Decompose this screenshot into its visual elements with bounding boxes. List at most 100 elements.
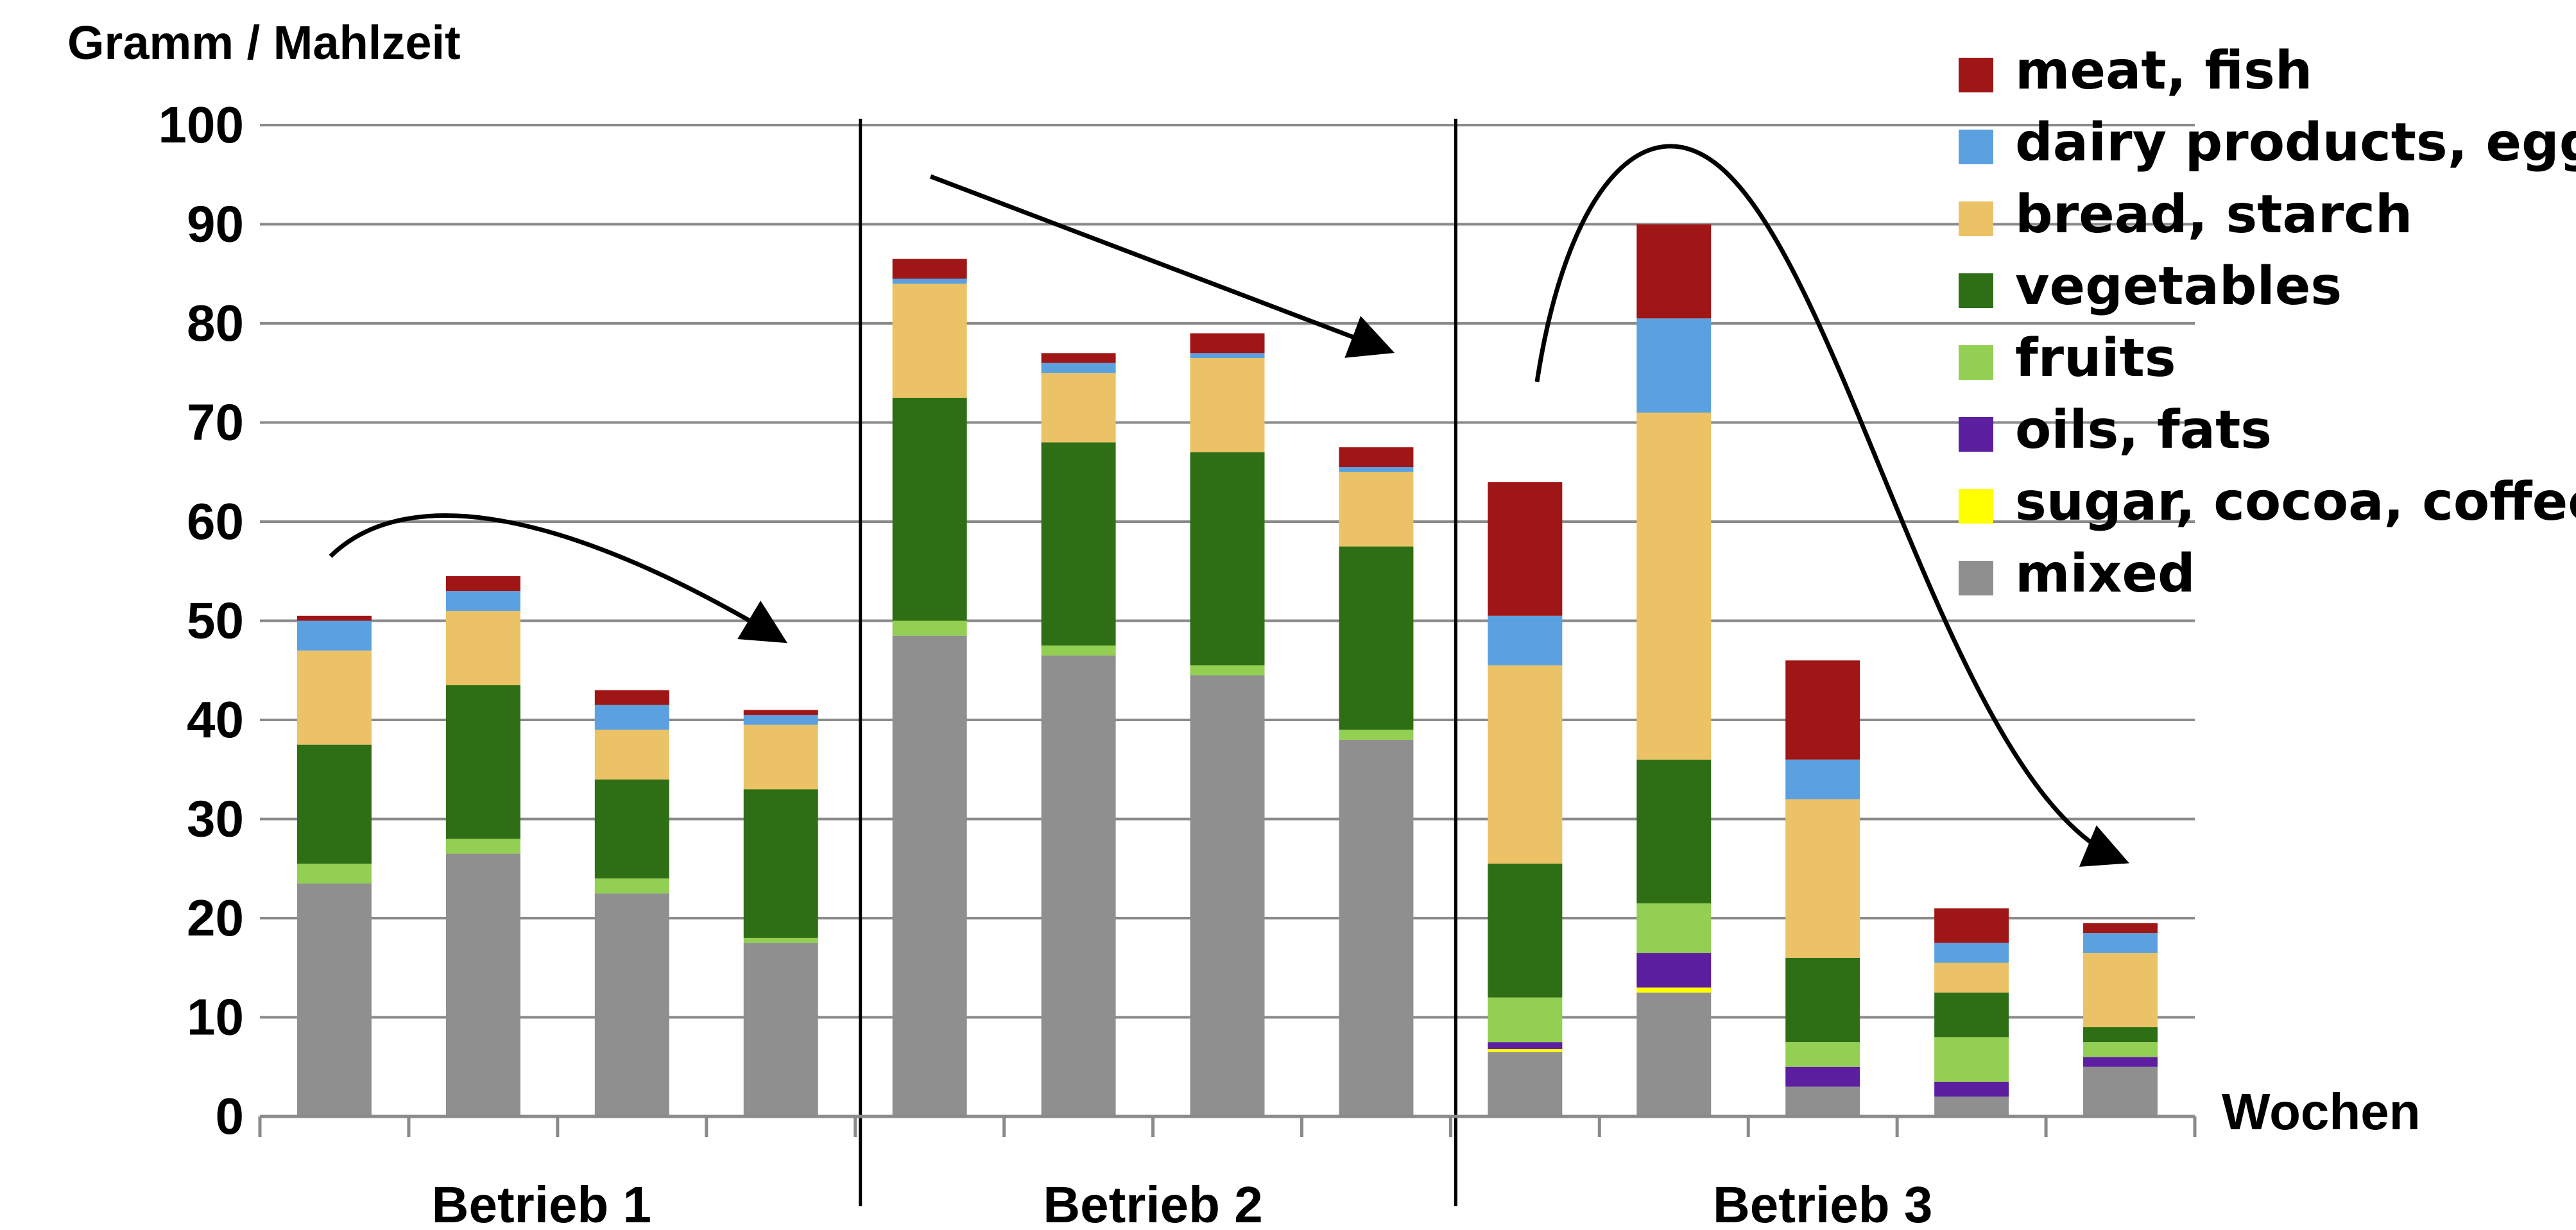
trend-arrows: [329, 144, 2129, 867]
bar-segment-dairy-products-eggs: [594, 705, 669, 730]
bar-segment-vegetables: [1041, 442, 1116, 646]
y-tick-label: 10: [187, 989, 244, 1046]
legend-swatch: [1959, 417, 1993, 452]
bar-segment-bread-starch: [743, 724, 818, 790]
bar-segment-oils-fats: [1636, 953, 1712, 988]
legend-swatch: [1959, 561, 1993, 595]
axes: 0 10 20 30 40 50 60 70 80 90 100 Betrieb 1 Betrieb 2…: [159, 96, 2197, 1230]
bar-segment-bread-starch: [1190, 358, 1265, 452]
bar-segment-bread-starch: [1339, 472, 1414, 547]
y-tick-label: 90: [187, 196, 244, 253]
bar-segment-dairy-products-eggs: [1934, 943, 2009, 963]
bar-segment-bread-starch: [1785, 799, 1860, 958]
bar-segment-fruits: [1488, 997, 1563, 1043]
bar-segment-meat-fish: [892, 259, 967, 279]
bar-segment-meat-fish: [296, 615, 372, 621]
y-tick-label: 60: [187, 493, 244, 550]
bar-segment-fruits: [1785, 1042, 1860, 1067]
bar-segment-meat-fish: [1636, 224, 1712, 319]
trend-arrow-betrieb-3: [1534, 144, 2129, 867]
bar-segment-dairy-products-eggs: [1785, 759, 1860, 799]
legend-swatch: [1959, 201, 1993, 236]
legend-label: sugar, cocoa, coffee: [2015, 472, 2576, 533]
legend-label: mixed: [2015, 543, 2195, 604]
bar-segment-mixed: [1339, 739, 1414, 1116]
trend-arrow-betrieb-2: [929, 174, 1395, 358]
bar-segment-vegetables: [1339, 546, 1414, 730]
bar-segment-mixed: [445, 853, 520, 1116]
bar-segment-mixed: [1636, 992, 1712, 1116]
bar-segment-mixed: [1934, 1097, 2009, 1116]
bar-segment-meat-fish: [594, 690, 669, 705]
bar-segment-meat-fish: [743, 710, 818, 715]
bar-segment-fruits: [1041, 645, 1116, 656]
legend-label: vegetables: [2015, 256, 2342, 317]
bar-segment-vegetables: [1934, 992, 2009, 1038]
bar-segment-bread-starch: [296, 650, 372, 745]
x-axis-label: Wochen: [2222, 1083, 2421, 1140]
group-label: Betrieb 1: [432, 1176, 651, 1230]
bar-segment-dairy-products-eggs: [1339, 467, 1414, 472]
bar-segment-dairy-products-eggs: [892, 278, 967, 284]
y-tick-label: 70: [187, 394, 244, 451]
y-tick-label: 40: [187, 691, 244, 748]
bar-segment-meat-fish: [1488, 482, 1563, 616]
bar-segment-mixed: [594, 893, 669, 1116]
bar-segment-vegetables: [445, 685, 520, 839]
group-label: Betrieb 2: [1043, 1176, 1262, 1230]
bar-segment-oils-fats: [1488, 1042, 1563, 1049]
bar-segment-meat-fish: [1041, 353, 1116, 363]
bar-segment-fruits: [1190, 665, 1265, 676]
bar-segment-sugar-cocoa-coffee: [1636, 987, 1712, 993]
bar-segment-vegetables: [594, 779, 669, 879]
bar-segment-fruits: [743, 937, 818, 943]
bar-segment-meat-fish: [445, 576, 520, 592]
bar-segment-fruits: [594, 878, 669, 894]
bar-segment-dairy-products-eggs: [1041, 363, 1116, 373]
bar-segment-bread-starch: [1041, 373, 1116, 443]
bar-segment-mixed: [1785, 1086, 1860, 1116]
y-tick-label: 80: [187, 295, 244, 352]
y-tick-label: 0: [216, 1088, 245, 1145]
bar-segment-meat-fish: [1785, 660, 1860, 760]
bar-segment-fruits: [892, 620, 967, 636]
bar-segment-bread-starch: [892, 284, 967, 398]
group-separators: [859, 119, 1457, 1206]
legend-label: dairy products, eggs: [2015, 112, 2576, 173]
bar-segment-fruits: [2083, 1042, 2158, 1057]
bar-segment-vegetables: [1636, 759, 1712, 903]
bar-segment-mixed: [2083, 1066, 2158, 1116]
legend-swatch: [1959, 273, 1993, 308]
trend-arrow-betrieb-1: [329, 513, 787, 644]
bar-segment-fruits: [1636, 903, 1712, 953]
bar-segment-fruits: [296, 864, 372, 884]
bar-segment-fruits: [445, 839, 520, 854]
bar-segment-vegetables: [743, 789, 818, 938]
bar-segment-meat-fish: [2083, 923, 2158, 934]
bar-segment-dairy-products-eggs: [743, 715, 818, 725]
legend: meat, fish dairy products, eggs bread, sta…: [1959, 40, 2576, 604]
bar-segment-vegetables: [296, 744, 372, 864]
bar-segment-dairy-products-eggs: [296, 620, 372, 651]
bar-segment-sugar-cocoa-coffee: [1488, 1048, 1563, 1052]
legend-swatch: [1959, 58, 1993, 92]
bar-segment-mixed: [1488, 1052, 1563, 1116]
bar-segment-meat-fish: [1190, 333, 1265, 354]
bar-segment-oils-fats: [2083, 1057, 2158, 1067]
legend-swatch: [1959, 130, 1993, 164]
bars: [296, 224, 2158, 1116]
legend-label: bread, starch: [2015, 184, 2412, 245]
bar-segment-dairy-products-eggs: [1636, 318, 1712, 413]
legend-label: meat, fish: [2015, 40, 2312, 101]
bar-segment-oils-fats: [1934, 1081, 2009, 1097]
bar-segment-meat-fish: [1934, 908, 2009, 943]
bar-segment-vegetables: [2083, 1027, 2158, 1043]
bar-segment-bread-starch: [594, 730, 669, 780]
bar-segment-bread-starch: [1636, 413, 1712, 760]
y-tick-label: 100: [159, 96, 244, 153]
legend-label: fruits: [2015, 328, 2176, 389]
y-tick-label: 50: [187, 592, 244, 649]
y-tick-label: 30: [187, 790, 244, 848]
